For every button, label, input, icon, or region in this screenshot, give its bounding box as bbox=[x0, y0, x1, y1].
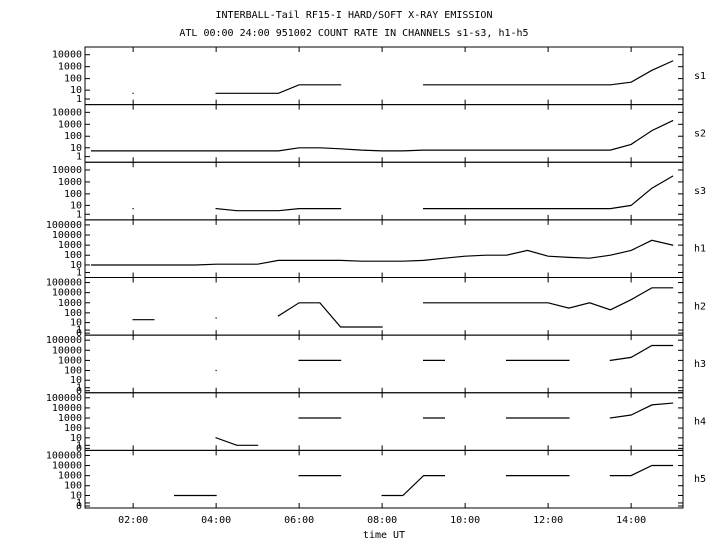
y-tick-label: 10 bbox=[70, 85, 82, 96]
y-tick-label: 1000 bbox=[58, 413, 82, 424]
chart-subtitle: ATL 00:00 24:00 951002 COUNT RATE IN CHA… bbox=[179, 28, 528, 39]
x-axis-label: time UT bbox=[363, 530, 405, 541]
y-tick-label: 10 bbox=[70, 490, 82, 501]
panel-name: h5 bbox=[694, 474, 706, 485]
data-line bbox=[215, 344, 674, 372]
y-tick-label: 1000 bbox=[58, 62, 82, 73]
y-tick-label: 1 bbox=[76, 325, 82, 336]
y-tick-label: 1 bbox=[76, 383, 82, 394]
y-tick-label: 10000 bbox=[52, 403, 82, 414]
data-line bbox=[174, 464, 674, 497]
y-tick-label: 1 bbox=[76, 94, 82, 105]
y-tick-label: 10000 bbox=[52, 345, 82, 356]
x-tick-label: 12:00 bbox=[533, 515, 563, 526]
panel-frame bbox=[84, 449, 684, 509]
y-tick-label: 100000 bbox=[46, 450, 82, 461]
y-tick-label: 1 bbox=[76, 209, 82, 220]
y-tick-label: 100 bbox=[64, 481, 82, 492]
data-line bbox=[91, 119, 674, 152]
y-tick-label: 10 bbox=[70, 433, 82, 444]
x-tick-label: 04:00 bbox=[201, 515, 231, 526]
y-tick-label: 1000 bbox=[58, 177, 82, 188]
y-tick-label: 10000 bbox=[52, 50, 82, 61]
chart-title: INTERBALL-Tail RF15-I HARD/SOFT X-RAY EM… bbox=[216, 10, 493, 21]
y-tick-label: 10000 bbox=[52, 107, 82, 118]
y-tick-label: 100 bbox=[64, 131, 82, 142]
y-tick-label: 1000 bbox=[58, 119, 82, 130]
y-tick-label: 100 bbox=[64, 250, 82, 261]
panel-name: h3 bbox=[694, 359, 706, 370]
data-line bbox=[215, 402, 674, 446]
x-tick-label: 10:00 bbox=[450, 515, 480, 526]
y-tick-label: 100 bbox=[64, 365, 82, 376]
y-tick-label: 0 bbox=[76, 443, 82, 454]
x-tick-label: 02:00 bbox=[118, 515, 148, 526]
panel-name: h1 bbox=[694, 244, 706, 255]
y-tick-label: 10 bbox=[70, 375, 82, 386]
y-tick-label: 0 bbox=[76, 328, 82, 339]
data-line bbox=[132, 60, 674, 94]
y-tick-label: 10 bbox=[70, 143, 82, 154]
panel-name: h2 bbox=[694, 301, 706, 312]
y-tick-label: 100000 bbox=[46, 393, 82, 404]
y-tick-label: 1000 bbox=[58, 355, 82, 366]
x-tick-label: 14:00 bbox=[616, 515, 646, 526]
y-tick-label: 100 bbox=[64, 308, 82, 319]
data-line bbox=[132, 287, 674, 328]
y-tick-label: 10 bbox=[70, 318, 82, 329]
y-tick-label: 10000 bbox=[52, 461, 82, 472]
panel-name: s3 bbox=[694, 186, 706, 197]
panel-name: s1 bbox=[694, 71, 706, 82]
y-tick-label: 1000 bbox=[58, 240, 82, 251]
y-tick-label: 100 bbox=[64, 189, 82, 200]
y-tick-label: 100 bbox=[64, 74, 82, 85]
y-tick-label: 10 bbox=[70, 200, 82, 211]
y-tick-label: 10000 bbox=[52, 165, 82, 176]
y-tick-label: 1 bbox=[76, 152, 82, 163]
y-tick-label: 100000 bbox=[46, 335, 82, 346]
y-tick-label: 1 bbox=[76, 440, 82, 451]
x-tick-label: 08:00 bbox=[367, 515, 397, 526]
y-tick-label: 1000 bbox=[58, 298, 82, 309]
panel-name: s2 bbox=[694, 128, 706, 139]
y-tick-label: 10 bbox=[70, 260, 82, 271]
y-tick-label: 1 bbox=[76, 498, 82, 509]
y-tick-label: 100 bbox=[64, 423, 82, 434]
data-line bbox=[132, 175, 674, 212]
y-tick-label: 100000 bbox=[46, 220, 82, 231]
y-tick-label: 10000 bbox=[52, 288, 82, 299]
y-tick-label: 0 bbox=[76, 386, 82, 397]
data-line bbox=[91, 239, 674, 266]
x-tick-label: 06:00 bbox=[284, 515, 314, 526]
y-tick-label: 0 bbox=[76, 501, 82, 512]
y-tick-label: 100000 bbox=[46, 278, 82, 289]
panel-name: h4 bbox=[694, 417, 706, 428]
y-tick-label: 1000 bbox=[58, 471, 82, 482]
y-tick-label: 1 bbox=[76, 267, 82, 278]
y-tick-label: 10000 bbox=[52, 230, 82, 241]
